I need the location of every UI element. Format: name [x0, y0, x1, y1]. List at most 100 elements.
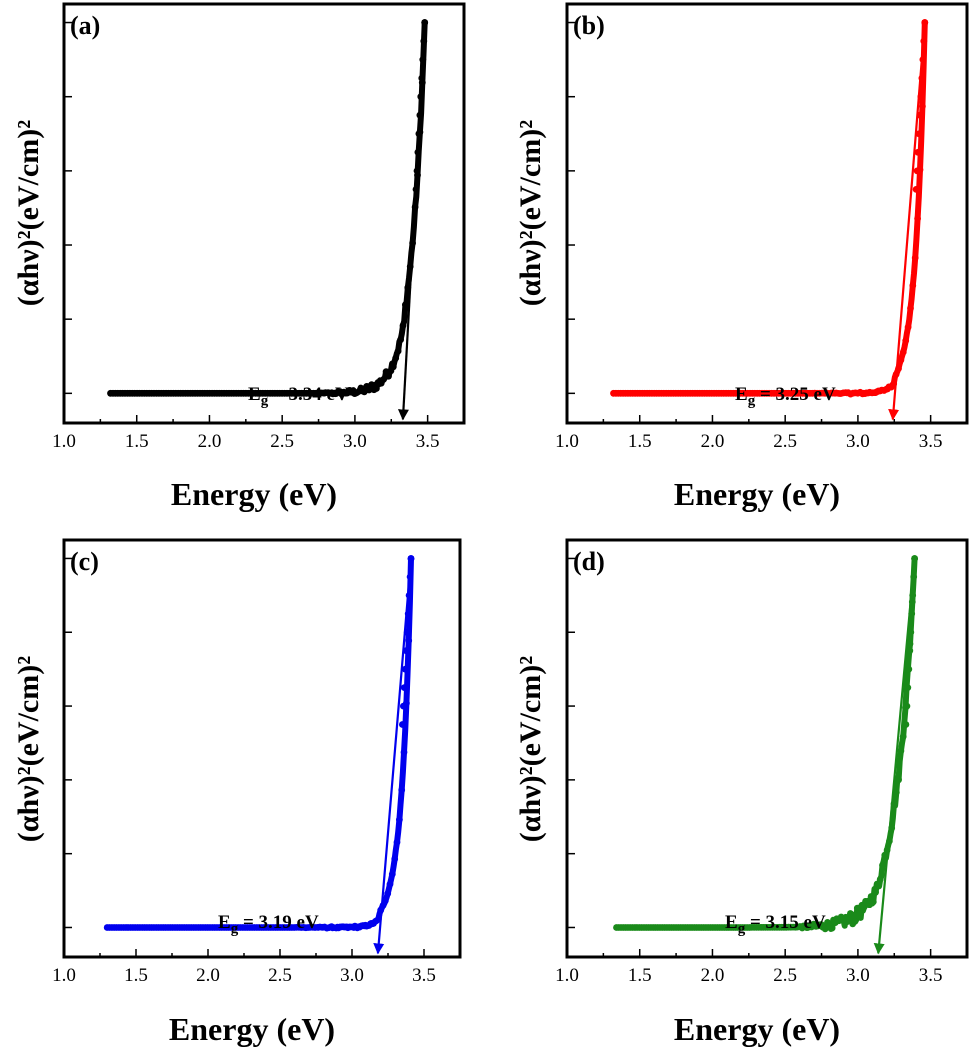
x-tick-label: 3.5 [416, 431, 440, 452]
data-point [876, 876, 884, 883]
data-point [913, 167, 921, 175]
data-point [904, 684, 912, 691]
data-point [847, 910, 854, 917]
band-gap-symbol: E [248, 384, 261, 405]
y-axis-title: (αhν)²(eV/cm)² [12, 656, 45, 842]
x-tick-label: 2.0 [701, 965, 725, 986]
band-gap-label: Eg = 3.19 eV [218, 912, 319, 937]
data-point [897, 356, 905, 364]
panel-label: (d) [573, 547, 605, 576]
band-gap-label: Eg = 3.25 eV [735, 384, 836, 409]
data-point [905, 665, 913, 673]
x-tick-label: 1.0 [555, 431, 579, 452]
band-gap-value: = 3.15 eV [745, 912, 826, 933]
data-point [906, 640, 914, 648]
data-point [902, 337, 910, 345]
data-point [380, 376, 387, 383]
data-point [904, 323, 912, 331]
panel-c: 1.0 1.5 2.0 2.5 3.0 3.5 (c) Energy (eV) (αhν)²(e… [12, 538, 462, 1047]
data-series [610, 19, 928, 398]
data-point [872, 888, 879, 896]
x-tick-label: 1.5 [124, 965, 148, 986]
data-point [879, 861, 886, 869]
data-point [391, 855, 399, 863]
data-point [368, 381, 375, 388]
panel-label: (c) [70, 547, 99, 576]
data-point [389, 363, 397, 371]
x-tick-label: 2.5 [270, 431, 294, 452]
data-point [393, 838, 401, 846]
band-gap-subscript: g [738, 921, 746, 937]
data-point [397, 336, 404, 344]
x-tick-label: 1.0 [555, 965, 579, 986]
y-axis-title: (αhν)²(eV/cm)² [12, 120, 45, 306]
data-point [400, 684, 408, 691]
data-point [400, 748, 408, 756]
x-axis-title: Energy (eV) [674, 476, 840, 512]
data-point [919, 102, 926, 110]
band-gap-label: Eg = 3.15 eV [725, 912, 826, 937]
data-point [915, 130, 923, 138]
plot-frame [62, 2, 466, 425]
x-tick-label: 3.0 [340, 965, 364, 986]
x-tick-label: 2.5 [773, 965, 797, 986]
band-gap-value: = 3.25 eV [755, 384, 836, 405]
x-tick-label: 2.0 [701, 431, 725, 452]
data-point [365, 386, 373, 394]
data-point [899, 348, 907, 356]
data-point [906, 647, 914, 655]
data-point [421, 19, 429, 26]
data-point [907, 628, 915, 636]
x-tick-label: 2.0 [198, 431, 222, 452]
data-point [386, 880, 394, 888]
data-point [899, 733, 907, 740]
data-point [851, 918, 859, 925]
data-point [869, 898, 877, 906]
data-point [856, 910, 863, 918]
data-point [902, 721, 910, 728]
data-point [911, 254, 919, 262]
x-tick-label: 1.5 [628, 431, 652, 452]
plot-frame [565, 2, 969, 425]
panel-label: (b) [573, 11, 605, 40]
data-point [402, 301, 409, 309]
data-point [892, 789, 900, 796]
data-point [394, 347, 402, 355]
x-tick-label: 3.5 [919, 965, 943, 986]
x-tick-label: 3.5 [412, 965, 436, 986]
data-point [399, 721, 406, 728]
x-tick-label: 1.0 [52, 965, 76, 986]
data-point [388, 870, 396, 878]
band-gap-subscript: g [748, 393, 756, 409]
data-point [914, 215, 921, 222]
data-series [104, 555, 414, 932]
data-point [909, 282, 917, 289]
x-tick-label: 1.0 [52, 431, 76, 452]
data-point [381, 897, 389, 905]
band-gap-symbol: E [725, 912, 738, 933]
x-axis-title: Energy (eV) [171, 476, 337, 512]
x-tick-label: 3.0 [343, 431, 367, 452]
band-gap-label: Eg = 3.34 eV [248, 384, 349, 409]
x-tick-label: 2.0 [196, 965, 220, 986]
data-point [400, 702, 407, 710]
data-point [398, 786, 406, 794]
band-gap-fit-line [373, 558, 413, 955]
band-gap-subscript: g [261, 393, 269, 409]
data-series [107, 19, 428, 398]
x-axis-title: Energy (eV) [169, 1011, 335, 1047]
data-point [895, 776, 902, 784]
data-point [912, 186, 920, 193]
band-gap-symbol: E [218, 912, 231, 933]
x-tick-label: 3.5 [919, 431, 943, 452]
band-gap-fit-line [873, 558, 916, 955]
band-gap-value: = 3.34 eV [268, 384, 349, 405]
data-point [907, 304, 914, 312]
data-point [384, 890, 392, 897]
x-axis-title: Energy (eV) [674, 1011, 840, 1047]
panel-b: 1.0 1.5 2.0 2.5 3.0 3.5 (b) Energy (eV) (αhν)²(e… [514, 2, 969, 512]
x-tick-label: 1.5 [628, 965, 652, 986]
data-point [405, 637, 413, 645]
data-point [392, 354, 400, 362]
